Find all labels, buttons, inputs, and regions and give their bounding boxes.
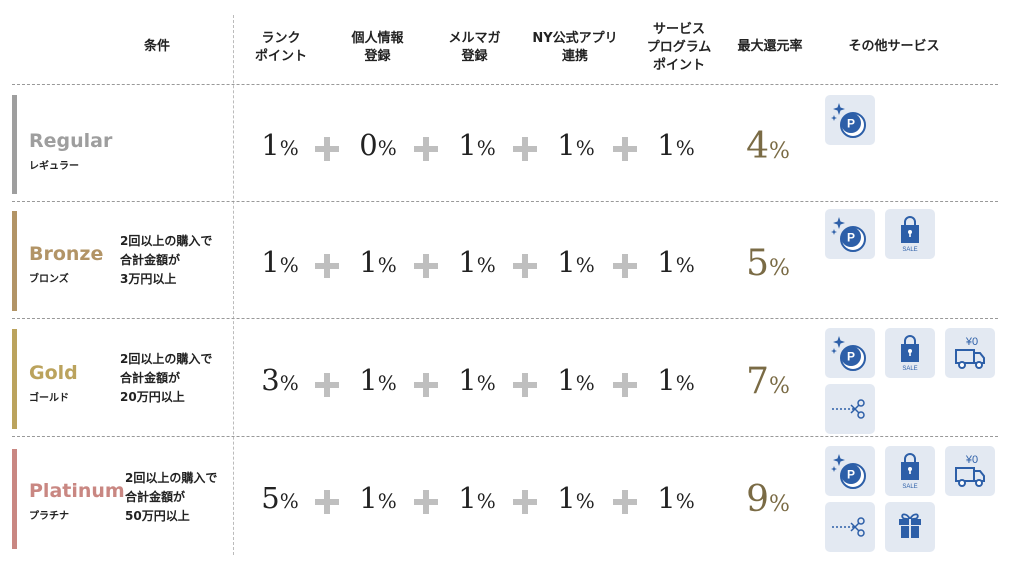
personal-info-value: 0% (359, 128, 397, 162)
svg-text:¥0: ¥0 (965, 336, 978, 348)
personal-info-value: 1% (359, 481, 397, 515)
rank-color-bar (12, 449, 17, 549)
rank-name: Gold (29, 362, 78, 384)
mail-magazine-value: 1% (458, 363, 496, 397)
rank-subname: ブロンズ (29, 274, 69, 285)
sale-bag-icon: SALE (885, 209, 935, 259)
header-service-program: サービス プログラム ポイント (646, 22, 712, 73)
ny-app-value: 1% (557, 363, 595, 397)
max-rate-value: 5% (746, 243, 790, 284)
svg-text:P: P (847, 350, 855, 364)
plus-sign (613, 373, 637, 397)
max-rate-value: 7% (746, 361, 790, 402)
plus-sign (513, 373, 537, 397)
plus-sign (315, 254, 339, 278)
service-program-value: 1% (657, 363, 695, 397)
ny-app-value: 1% (557, 481, 595, 515)
rank-condition: 2回以上の購入で 合計金額が 3万円以上 (120, 234, 213, 286)
sale-bag-icon: SALE (885, 328, 935, 378)
row-divider (12, 318, 998, 319)
row-divider (12, 84, 998, 85)
sale-bag-icon: SALE (885, 446, 935, 496)
service-program-value: 1% (657, 128, 695, 162)
point-icon: P (825, 209, 875, 259)
rank-name: Bronze (29, 243, 104, 265)
plus-sign (315, 373, 339, 397)
rank-condition: 2回以上の購入で 合計金額が 50万円以上 (125, 471, 218, 523)
mail-magazine-value: 1% (458, 128, 496, 162)
plus-sign (414, 490, 438, 514)
svg-text:¥0: ¥0 (965, 454, 978, 466)
rank-points-value: 3% (261, 363, 299, 397)
row-divider (12, 436, 998, 437)
mail-magazine-value: 1% (458, 245, 496, 279)
rank-color-bar (12, 95, 17, 194)
rank-color-bar (12, 211, 17, 311)
max-rate-value: 4% (746, 126, 790, 167)
svg-text:P: P (847, 231, 855, 245)
rank-subname: プラチナ (29, 511, 69, 522)
free-shipping-icon: ¥0 (945, 446, 995, 496)
rank-name: Regular (29, 130, 113, 152)
ny-app-value: 1% (557, 245, 595, 279)
rank-name: Platinum (29, 480, 125, 502)
plus-sign (513, 490, 537, 514)
row-divider (12, 201, 998, 202)
header-rank-points: ランク ポイント (254, 31, 307, 64)
svg-text:SALE: SALE (902, 484, 917, 490)
plus-sign (414, 373, 438, 397)
plus-sign (513, 137, 537, 161)
rank-points-value: 1% (261, 128, 299, 162)
plus-sign (315, 490, 339, 514)
header-personal-info: 個人情報 登録 (351, 31, 404, 64)
rank-condition: 2回以上の購入で 合計金額が 20万円以上 (120, 352, 213, 404)
ny-app-value: 1% (557, 128, 595, 162)
header-mail-magazine: メルマガ 登録 (448, 31, 501, 64)
mail-magazine-value: 1% (458, 481, 496, 515)
plus-sign (414, 254, 438, 278)
plus-sign (613, 490, 637, 514)
rank-points-value: 1% (261, 245, 299, 279)
plus-sign (513, 254, 537, 278)
free-shipping-icon: ¥0 (945, 328, 995, 378)
rank-points-value: 5% (261, 481, 299, 515)
coupon-icon (825, 502, 875, 552)
personal-info-value: 1% (359, 245, 397, 279)
column-divider (233, 15, 234, 555)
svg-text:SALE: SALE (902, 247, 917, 253)
svg-text:SALE: SALE (902, 366, 917, 372)
plus-sign (613, 254, 637, 278)
service-program-value: 1% (657, 481, 695, 515)
plus-sign (613, 137, 637, 161)
header-max-rate: 最大還元率 (737, 39, 803, 54)
personal-info-value: 1% (359, 363, 397, 397)
rank-subname: ゴールド (29, 393, 69, 404)
svg-text:P: P (847, 468, 855, 482)
rank-subname: レギュラー (29, 161, 79, 172)
point-icon: P (825, 446, 875, 496)
rank-color-bar (12, 329, 17, 429)
point-icon: P (825, 328, 875, 378)
svg-text:P: P (847, 117, 855, 131)
header-condition: 条件 (143, 39, 170, 54)
header-ny-app: NY公式アプリ 連携 (532, 31, 618, 64)
plus-sign (315, 137, 339, 161)
header-other-services: その他サービス (848, 39, 940, 54)
service-program-value: 1% (657, 245, 695, 279)
gift-icon (885, 502, 935, 552)
point-icon: P (825, 95, 875, 145)
max-rate-value: 9% (746, 479, 790, 520)
plus-sign (414, 137, 438, 161)
coupon-icon (825, 384, 875, 434)
